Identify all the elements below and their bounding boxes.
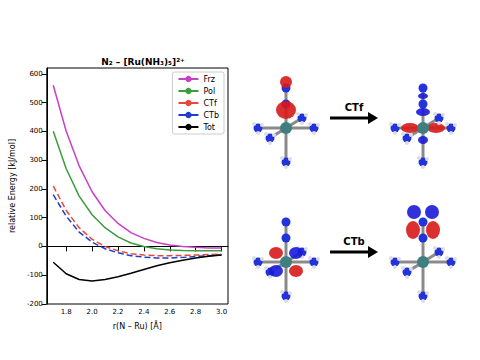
svg-text:CTb: CTb [203,111,219,120]
svg-text:CTf: CTf [345,102,364,113]
svg-text:300: 300 [29,156,42,164]
svg-text:-100: -100 [27,271,43,279]
svg-text:2.6: 2.6 [164,308,176,316]
svg-text:2.0: 2.0 [87,308,98,316]
svg-text:N₂ – [Ru(NH₃)₅]²⁺: N₂ – [Ru(NH₃)₅]²⁺ [101,57,185,67]
svg-text:2.8: 2.8 [190,308,201,316]
svg-text:relative Energy [kJ/mol]: relative Energy [kJ/mol] [8,139,17,233]
svg-text:r(N – Ru) [Å]: r(N – Ru) [Å] [113,320,162,331]
svg-text:3.0: 3.0 [216,308,227,316]
svg-text:Pol: Pol [203,87,215,96]
svg-text:100: 100 [29,214,42,222]
svg-text:1.8: 1.8 [61,308,72,316]
svg-text:0: 0 [38,242,42,250]
svg-text:400: 400 [29,127,42,135]
svg-text:CTb: CTb [343,236,364,247]
svg-text:Frz: Frz [203,75,215,84]
svg-text:CTf: CTf [203,99,216,108]
svg-text:500: 500 [29,99,42,107]
svg-text:-200: -200 [27,300,43,308]
svg-text:2.4: 2.4 [138,308,150,316]
svg-text:600: 600 [29,70,42,78]
svg-text:2.2: 2.2 [112,308,123,316]
svg-text:Tot: Tot [202,123,215,132]
svg-text:200: 200 [29,185,42,193]
